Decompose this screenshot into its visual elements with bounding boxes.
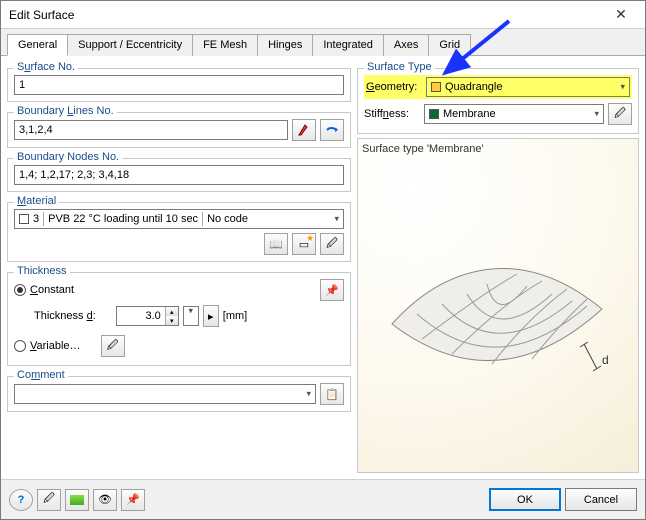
stiffness-select[interactable]: Membrane ▾ [424,104,604,124]
label-thickness-d: Thickness d: [34,310,96,322]
thickness-dropdown[interactable]: ▾ [183,306,199,326]
membrane-surface-icon: d [362,149,632,429]
variable-edit-icon[interactable]: 🖉 [101,335,125,357]
chevron-down-icon: ▾ [306,389,311,400]
stiffness-edit-icon[interactable]: 🖉 [608,103,632,125]
label-geometry: Geometry: [366,81,422,93]
pick-lines-icon[interactable] [292,119,316,141]
tab-general[interactable]: General [7,34,68,56]
boundary-lines-input[interactable] [14,120,288,140]
select-lines-icon[interactable] [320,119,344,141]
left-column: Surface No. Boundary Lines No. Boundary … [7,62,351,473]
label-thickness: Thickness [14,265,70,277]
thickness-value-spinner[interactable]: ▴▾ [116,306,179,326]
cancel-button[interactable]: Cancel [565,488,637,511]
chevron-down-icon: ▾ [620,82,625,93]
comment-copy-icon[interactable]: 📋 [320,383,344,405]
surface-preview: Surface type 'Membrane' d [357,138,639,473]
tab-axes[interactable]: Axes [383,34,429,56]
footer-pin-icon[interactable]: 📌 [121,489,145,511]
chevron-down-icon: ▾ [334,214,339,225]
thickness-apply-icon[interactable]: ▸ [203,305,219,327]
material-new-icon[interactable]: ▭★ [292,233,316,255]
close-icon[interactable]: ✕ [605,5,637,25]
group-boundary-lines: Boundary Lines No. [7,112,351,148]
group-material: Material 3 PVB 22 °C loading until 10 se… [7,202,351,262]
label-comment: Comment [14,369,68,381]
label-stiffness: Stiffness: [364,108,420,120]
label-material: Material [14,195,59,207]
radio-constant[interactable] [14,284,26,296]
group-comment: Comment ▾ 📋 [7,376,351,412]
tab-bar: General Support / Eccentricity FE Mesh H… [1,29,645,56]
spin-up-icon[interactable]: ▴ [166,307,178,316]
tab-hinges[interactable]: Hinges [257,34,313,56]
tab-support[interactable]: Support / Eccentricity [67,34,193,56]
radio-variable[interactable] [14,340,26,352]
footer-eye-icon[interactable]: 👁 [93,489,117,511]
titlebar: Edit Surface ✕ [1,1,645,29]
material-library-icon[interactable]: 📖 [264,233,288,255]
thickness-value-input[interactable] [117,307,165,325]
material-select[interactable]: 3 PVB 22 °C loading until 10 sec No code… [14,209,344,229]
spin-down-icon[interactable]: ▾ [166,316,178,325]
stiffness-color-swatch [429,109,439,119]
svg-text:d: d [602,353,609,367]
chevron-down-icon: ▾ [594,109,599,120]
thickness-unit: [mm] [223,310,247,322]
label-surface-no: Surface No. [14,61,78,73]
group-surface-type: Surface Type Geometry: Quadrangle ▾ Stif… [357,68,639,134]
tab-integrated[interactable]: Integrated [312,34,384,56]
surface-no-input[interactable] [14,75,344,95]
ok-button[interactable]: OK [489,488,561,511]
dialog-body: Surface No. Boundary Lines No. Boundary … [1,56,645,479]
label-surface-type: Surface Type [364,61,435,73]
label-boundary-nodes: Boundary Nodes No. [14,151,122,163]
footer-render-icon[interactable] [65,489,89,511]
tab-grid[interactable]: Grid [428,34,471,56]
boundary-nodes-input[interactable] [14,165,344,185]
label-boundary-lines: Boundary Lines No. [14,105,117,117]
thickness-pin-icon[interactable]: 📌 [320,279,344,301]
help-icon[interactable]: ? [9,489,33,511]
geometry-select[interactable]: Quadrangle ▾ [426,77,630,97]
footer-edit-icon[interactable]: 🖉 [37,489,61,511]
right-column: Surface Type Geometry: Quadrangle ▾ Stif… [357,62,639,473]
group-boundary-nodes: Boundary Nodes No. [7,158,351,192]
dialog-footer: ? 🖉 👁 📌 OK Cancel [1,479,645,519]
group-thickness: Thickness Constant 📌 Thickness d: ▴▾ [7,272,351,366]
material-edit-icon[interactable]: 🖉 [320,233,344,255]
geometry-color-swatch [431,82,441,92]
window-title: Edit Surface [9,8,74,22]
comment-select[interactable]: ▾ [14,384,316,404]
edit-surface-window: Edit Surface ✕ General Support / Eccentr… [0,0,646,520]
group-surface-no: Surface No. [7,68,351,102]
tab-femesh[interactable]: FE Mesh [192,34,258,56]
